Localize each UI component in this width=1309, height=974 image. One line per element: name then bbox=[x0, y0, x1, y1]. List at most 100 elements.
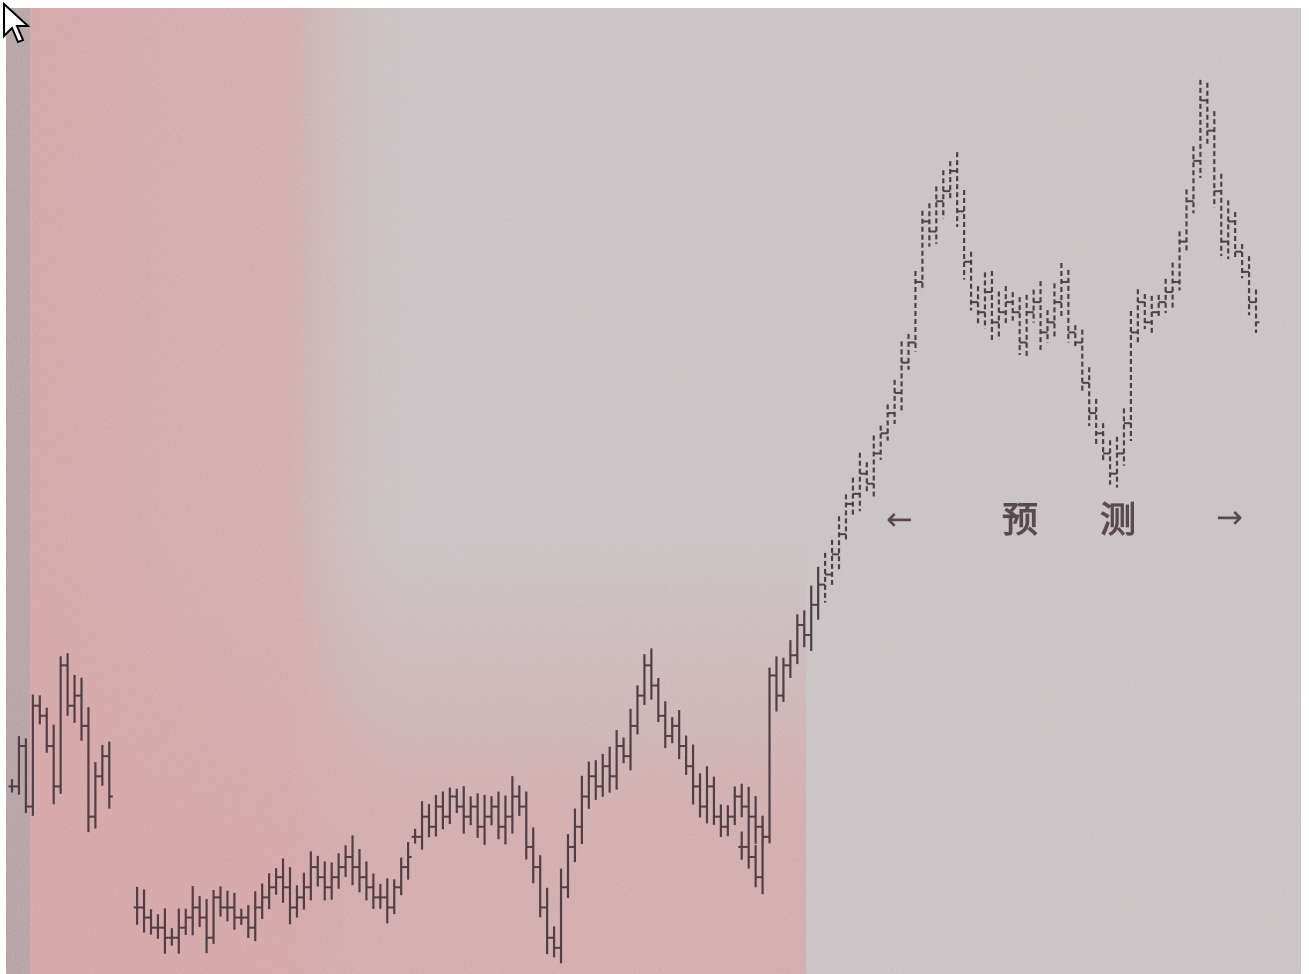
ohlc-bar bbox=[154, 914, 162, 939]
ohlc-bar bbox=[738, 831, 746, 860]
ohlc-bar bbox=[1113, 436, 1121, 488]
ohlc-bar bbox=[147, 909, 155, 935]
ohlc-bar bbox=[877, 425, 885, 460]
ohlc-bar bbox=[932, 186, 940, 244]
ohlc-bar bbox=[1050, 283, 1058, 338]
ohlc-bar bbox=[1037, 281, 1045, 350]
ohlc-bar bbox=[654, 677, 662, 723]
ohlc-bar bbox=[995, 291, 1003, 340]
ohlc-bar bbox=[543, 887, 551, 955]
ohlc-bar bbox=[759, 816, 767, 895]
ohlc-bar bbox=[1071, 325, 1079, 349]
ohlc-bar bbox=[1210, 111, 1218, 208]
ohlc-bar bbox=[1245, 256, 1253, 316]
ohlc-bar bbox=[884, 404, 892, 441]
ohlc-bar bbox=[717, 804, 725, 837]
ohlc-bar bbox=[335, 853, 343, 889]
ohlc-bar bbox=[446, 787, 454, 825]
forecast-label-1: 预 bbox=[1002, 499, 1038, 541]
ohlc-bar bbox=[286, 867, 294, 925]
ohlc-bar bbox=[620, 737, 628, 764]
ohlc-bar bbox=[627, 708, 635, 771]
ohlc-bar bbox=[321, 861, 329, 901]
forecast-annotation: ← 预 测 → bbox=[886, 498, 1243, 541]
ohlc-bar bbox=[474, 793, 482, 838]
ohlc-bar bbox=[891, 379, 899, 424]
ohlc-bar bbox=[988, 270, 996, 340]
ohlc-bar bbox=[362, 861, 370, 901]
ohlc-bar bbox=[905, 333, 913, 370]
ohlc-bar bbox=[1224, 200, 1232, 260]
ohlc-bar bbox=[557, 868, 565, 964]
ohlc-bar bbox=[745, 786, 753, 834]
ohlc-bar bbox=[314, 855, 322, 887]
ohlc-bar bbox=[481, 794, 489, 845]
ohlc-bar bbox=[1016, 297, 1024, 356]
ohlc-bar bbox=[77, 677, 85, 741]
noise-layer bbox=[6, 8, 1301, 974]
ohlc-bar bbox=[105, 741, 113, 809]
ohlc-bar bbox=[1231, 212, 1239, 260]
ohlc-bar bbox=[1141, 294, 1149, 330]
ohlc-bar bbox=[592, 760, 600, 800]
ohlc-bar bbox=[15, 736, 23, 795]
ohlc-bar bbox=[50, 724, 58, 805]
ohlc-bar bbox=[1252, 289, 1260, 333]
ohlc-bar bbox=[550, 926, 558, 958]
ohlc-bar bbox=[1196, 79, 1204, 178]
ohlc-bar bbox=[425, 804, 433, 838]
ohlc-bar bbox=[640, 654, 648, 705]
ohlc-bar bbox=[182, 908, 190, 936]
ohlc-bar bbox=[522, 791, 530, 860]
ohlc-bar bbox=[682, 735, 690, 775]
ohlc-bar bbox=[898, 341, 906, 411]
ohlc-bar bbox=[1064, 269, 1072, 343]
ohlc-bar bbox=[355, 849, 363, 893]
ohlc-bar bbox=[196, 896, 204, 928]
forecast-label-2: 测 bbox=[1100, 499, 1136, 541]
forecast-right-arrow: → bbox=[1216, 498, 1243, 536]
ohlc-bar bbox=[307, 851, 315, 901]
ohlc-bar bbox=[349, 835, 357, 886]
ohlc-bar bbox=[835, 516, 843, 570]
ohlc-bar bbox=[925, 203, 933, 247]
ohlc-bar bbox=[766, 667, 774, 844]
ohlc-bar bbox=[203, 899, 211, 954]
ohlc-bar bbox=[98, 744, 106, 786]
ohlc-bar bbox=[210, 889, 218, 944]
ohlc-bar bbox=[967, 251, 975, 311]
ohlc-bar bbox=[383, 878, 391, 924]
ohlc-bar bbox=[43, 707, 51, 753]
ohlc-bar bbox=[175, 908, 183, 954]
ohlc-bar bbox=[842, 494, 850, 543]
ohlc-bar bbox=[251, 891, 259, 942]
ohlc-bar bbox=[161, 908, 169, 954]
ohlc-bar bbox=[488, 796, 496, 826]
ohlc-bar bbox=[918, 210, 926, 291]
ohlc-bar bbox=[515, 785, 523, 816]
ohlc-bar bbox=[536, 855, 544, 918]
ohlc-bar bbox=[439, 791, 447, 830]
ohlc-bar bbox=[752, 796, 760, 844]
ohlc-bar bbox=[508, 776, 516, 834]
ohlc-bar bbox=[613, 730, 621, 790]
ohlc-bar bbox=[1085, 367, 1093, 427]
mouse-cursor-icon bbox=[3, 2, 31, 44]
ohlc-bar bbox=[564, 834, 572, 898]
ohlc-bar bbox=[369, 873, 377, 909]
ohlc-bar bbox=[230, 892, 238, 930]
ohlc-bar bbox=[953, 152, 961, 228]
ohlc-bar bbox=[661, 701, 669, 749]
ohlc-bar bbox=[57, 656, 65, 794]
ohlc-bar bbox=[870, 435, 878, 499]
ohlc-bar bbox=[814, 566, 822, 620]
ohlc-bar bbox=[849, 477, 857, 518]
ohlc-bar bbox=[8, 779, 16, 793]
ohlc-bar bbox=[1030, 289, 1038, 323]
ohlc-bar bbox=[453, 788, 461, 814]
ohlc-bar bbox=[731, 786, 739, 825]
ohlc-bar bbox=[1162, 278, 1170, 314]
ohlc-bar bbox=[578, 775, 586, 845]
ohlc-bar bbox=[911, 271, 919, 352]
